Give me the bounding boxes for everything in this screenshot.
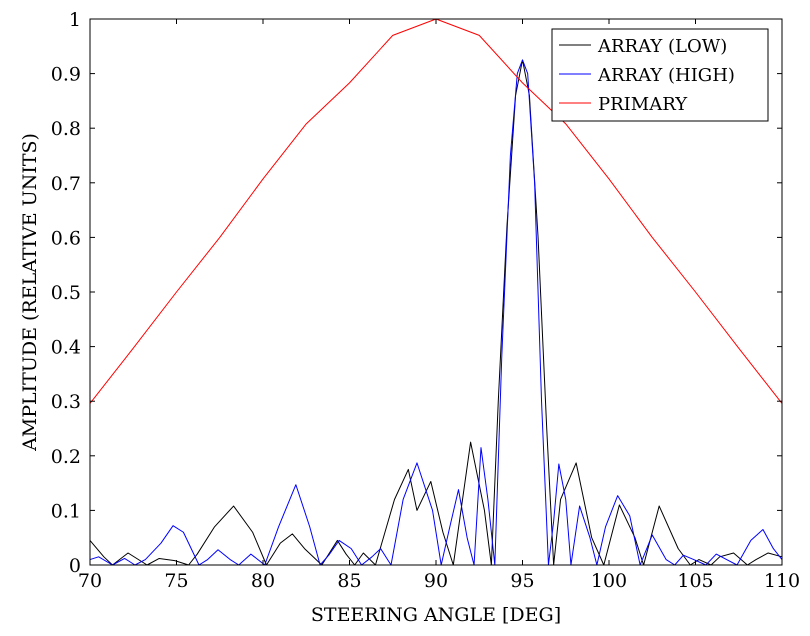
y-tick-label: 0.7	[51, 173, 81, 195]
x-tick-label: 100	[591, 570, 627, 592]
y-tick-label: 0.2	[51, 446, 81, 468]
legend-box	[551, 28, 769, 122]
y-tick-label: 0.6	[51, 227, 81, 249]
y-tick-label: 0.4	[51, 337, 81, 359]
y-tick-label: 0.9	[51, 64, 81, 86]
y-tick-label: 0.1	[51, 500, 81, 522]
series-line-array-high	[89, 59, 783, 566]
legend-label: ARRAY (LOW)	[597, 36, 727, 57]
x-tick-label: 80	[251, 570, 275, 592]
y-tick-label: 0.5	[51, 282, 81, 304]
x-tick-label: 105	[677, 570, 713, 592]
x-tick-label: 85	[337, 570, 361, 592]
x-tick-label: 110	[764, 570, 800, 592]
legend-label: PRIMARY	[598, 94, 688, 115]
series-line-array-low	[89, 59, 783, 566]
y-tick-label: 0.8	[51, 118, 81, 140]
axis-ticks: 70 75 80 85 90 95 100 105 110 0 0.1 0.2 0.3 0.4 0.5 0.6…	[51, 9, 800, 592]
y-tick-label: 0.3	[51, 391, 81, 413]
x-axis-title: STEERING ANGLE [DEG]	[311, 604, 561, 626]
x-tick-label: 95	[510, 570, 534, 592]
x-tick-label: 90	[424, 570, 448, 592]
y-tick-label: 1	[69, 9, 81, 31]
x-tick-label: 70	[78, 570, 102, 592]
legend-label: ARRAY (HIGH)	[597, 65, 735, 86]
y-axis-title: AMPLITUDE (RELATIVE UNITS)	[19, 133, 41, 452]
legend: ARRAY (LOW) ARRAY (HIGH) PRIMARY	[551, 28, 769, 122]
y-tick-label: 0	[69, 555, 81, 577]
x-tick-label: 75	[164, 570, 188, 592]
